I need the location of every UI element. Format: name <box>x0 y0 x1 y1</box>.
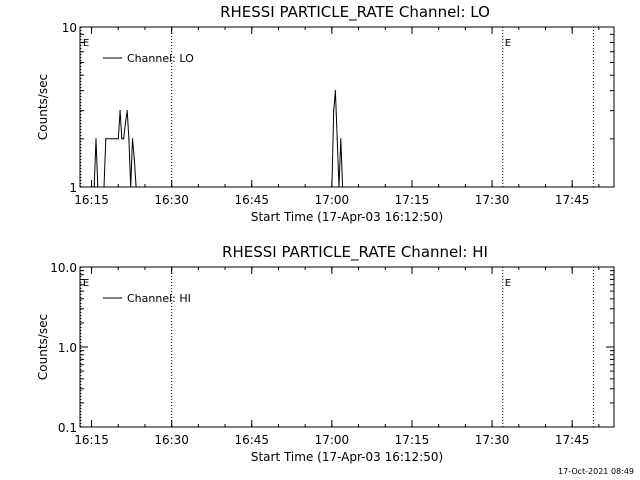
x-axis-label: Start Time (17-Apr-03 16:12:50) <box>251 450 443 464</box>
data-point <box>135 186 137 188</box>
x-tick-label: 17:00 <box>315 433 350 447</box>
data-point <box>103 186 105 188</box>
data-point <box>331 186 333 188</box>
x-tick-label: 17:15 <box>395 433 430 447</box>
chart-hi: RHESSI PARTICLE_RATE Channel: HI 16:15 16:… <box>36 243 615 464</box>
data-point <box>130 186 132 188</box>
footer-timestamp: 17-Oct-2021 08:49 <box>558 467 634 476</box>
data-point <box>119 110 121 112</box>
data-point <box>97 186 99 188</box>
plot-frame <box>79 26 615 188</box>
y-tick-label: 1.0 <box>58 341 77 355</box>
x-tick-label: 17:45 <box>555 433 590 447</box>
time-marker-label: E <box>505 38 511 49</box>
data-point <box>128 138 130 140</box>
time-marker-label: E <box>505 278 511 289</box>
data-point <box>124 122 126 124</box>
y-tick-label: 1 <box>69 181 77 195</box>
x-axis-label: Start Time (17-Apr-03 16:12:50) <box>251 210 443 224</box>
y-tick-label: 0.1 <box>58 421 77 435</box>
data-point <box>334 90 337 92</box>
x-tick-label: 17:00 <box>315 193 350 207</box>
data-point <box>117 138 119 140</box>
data-point <box>338 186 340 188</box>
data-point <box>95 138 97 140</box>
legend-label: Channel: HI <box>127 292 191 305</box>
x-tick-label: 16:30 <box>154 193 189 207</box>
legend-label: Channel: LO <box>127 52 194 65</box>
data-point <box>121 138 123 140</box>
data-point <box>93 186 95 188</box>
series-line <box>93 90 344 188</box>
data-point <box>333 110 335 112</box>
data-point <box>341 186 344 188</box>
time-marker-label: E <box>83 278 89 289</box>
data-point <box>126 110 128 112</box>
data-point <box>133 158 135 160</box>
x-tick-label: 16:45 <box>234 433 269 447</box>
x-tick-label: 17:15 <box>395 193 430 207</box>
y-tick-label: 10.0 <box>50 261 77 275</box>
chart-title: RHESSI PARTICLE_RATE Channel: HI <box>222 243 488 262</box>
x-tick-label: 16:30 <box>154 433 189 447</box>
y-axis-label: Counts/sec <box>36 74 50 140</box>
plot-frame <box>79 266 615 428</box>
data-point <box>340 138 342 140</box>
time-marker-label: E <box>83 38 89 49</box>
data-point <box>123 138 125 140</box>
chart-lo: RHESSI PARTICLE_RATE Channel: LO 16:15 16:… <box>36 3 615 224</box>
data-point <box>336 138 338 140</box>
y-tick-label: 10 <box>62 21 77 35</box>
data-point <box>131 138 134 140</box>
x-tick-label: 16:45 <box>234 193 269 207</box>
x-tick-label: 17:30 <box>475 433 510 447</box>
chart-title: RHESSI PARTICLE_RATE Channel: LO <box>220 3 490 22</box>
x-tick-label: 17:30 <box>475 193 510 207</box>
data-point <box>105 138 107 140</box>
x-tick-label: 16:15 <box>74 433 109 447</box>
x-tick-label: 16:15 <box>74 193 109 207</box>
y-axis-label: Counts/sec <box>36 314 50 380</box>
x-tick-label: 17:45 <box>555 193 590 207</box>
